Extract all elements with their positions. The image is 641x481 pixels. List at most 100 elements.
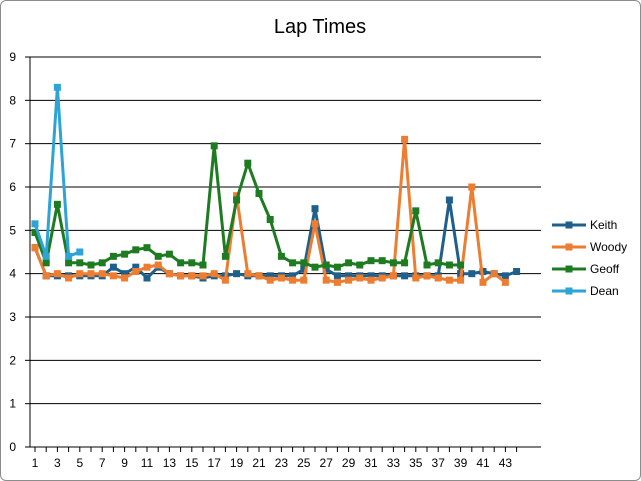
data-point-woody <box>221 276 229 284</box>
x-tick-label: 29 <box>342 456 356 470</box>
data-point-keith <box>300 265 308 273</box>
data-point-keith <box>322 265 330 273</box>
x-tick-label: 21 <box>252 456 266 470</box>
data-point-woody <box>389 272 397 280</box>
data-point-woody <box>199 272 207 280</box>
series-woody <box>31 135 509 286</box>
data-point-geoff <box>177 259 185 267</box>
legend-item-dean: Dean <box>552 284 619 298</box>
plot-series <box>31 83 521 286</box>
data-point-dean <box>53 83 61 91</box>
data-point-keith <box>513 268 521 275</box>
data-point-woody <box>53 270 61 278</box>
legend-item-keith: Keith <box>552 218 617 232</box>
data-point-keith <box>445 196 453 204</box>
data-point-dean <box>31 220 39 228</box>
legend-marker <box>565 265 573 273</box>
data-point-geoff <box>65 259 73 267</box>
data-point-dean <box>65 252 73 260</box>
data-point-geoff <box>289 259 297 267</box>
data-point-woody <box>356 274 364 282</box>
data-point-woody <box>311 220 319 228</box>
x-tick-label: 19 <box>230 456 244 470</box>
data-point-keith <box>333 272 341 280</box>
data-point-woody <box>423 272 431 280</box>
data-point-geoff <box>445 261 453 269</box>
series-geoff <box>31 142 465 271</box>
data-point-woody <box>266 276 274 284</box>
data-point-geoff <box>76 259 84 267</box>
data-point-geoff <box>457 261 465 269</box>
data-point-dean <box>42 252 50 260</box>
x-tick-label: 41 <box>476 456 490 470</box>
series-dean <box>31 83 84 260</box>
y-tick-label: 1 <box>9 397 16 411</box>
legend: Keith Woody Geoff Dean <box>552 218 627 298</box>
data-point-keith <box>311 205 319 213</box>
y-tick-label: 2 <box>9 353 16 367</box>
legend-label: Geoff <box>590 262 620 276</box>
data-point-keith <box>121 270 129 278</box>
data-point-keith <box>501 272 509 280</box>
data-point-geoff <box>367 257 375 265</box>
data-point-woody <box>457 276 465 284</box>
data-point-woody <box>501 278 509 286</box>
data-point-geoff <box>378 257 386 265</box>
data-point-geoff <box>87 261 95 269</box>
data-point-geoff <box>401 259 409 267</box>
y-tick-label: 7 <box>9 137 16 151</box>
x-tick-label: 9 <box>121 456 128 470</box>
data-point-geoff <box>42 259 50 267</box>
data-point-geoff <box>389 259 397 267</box>
data-point-geoff <box>109 252 117 260</box>
data-point-woody <box>468 183 476 191</box>
data-point-keith <box>401 272 409 280</box>
data-point-keith <box>468 270 476 278</box>
x-tick-label: 33 <box>387 456 401 470</box>
data-point-woody <box>154 261 162 269</box>
data-point-geoff <box>434 259 442 267</box>
y-tick-label: 3 <box>9 310 16 324</box>
data-point-keith <box>143 274 151 282</box>
data-point-woody <box>109 272 117 280</box>
data-point-woody <box>445 276 453 284</box>
x-tick-label: 11 <box>141 456 154 470</box>
y-tick-label: 6 <box>9 180 16 194</box>
data-point-woody <box>188 272 196 280</box>
data-point-woody <box>289 276 297 284</box>
data-point-geoff <box>322 261 330 269</box>
legend-label: Dean <box>590 284 619 298</box>
data-point-keith <box>266 272 274 280</box>
data-point-woody <box>87 270 95 278</box>
data-point-geoff <box>333 263 341 271</box>
data-point-geoff <box>98 259 106 267</box>
x-tick-label: 27 <box>320 456 334 470</box>
x-tick-label: 39 <box>454 456 468 470</box>
data-point-geoff <box>221 252 229 260</box>
data-point-woody <box>277 274 285 282</box>
data-point-woody <box>65 274 73 282</box>
data-point-woody <box>165 270 173 278</box>
x-tick-label: 43 <box>499 456 513 470</box>
data-point-keith <box>132 263 140 271</box>
data-point-woody <box>479 278 487 286</box>
data-point-keith <box>233 270 241 278</box>
data-point-woody <box>177 272 185 280</box>
x-tick-label: 25 <box>297 456 311 470</box>
data-point-geoff <box>154 252 162 260</box>
data-point-geoff <box>311 263 319 271</box>
data-point-woody <box>345 276 353 284</box>
data-point-woody <box>121 274 129 282</box>
x-tick-label: 31 <box>364 456 378 470</box>
x-tick-label: 7 <box>99 456 106 470</box>
data-point-woody <box>143 263 151 271</box>
data-point-woody <box>367 276 375 284</box>
data-point-keith <box>367 272 375 280</box>
data-point-geoff <box>255 190 263 197</box>
data-point-geoff <box>199 261 207 269</box>
data-point-geoff <box>277 252 285 260</box>
grid <box>30 56 541 448</box>
data-point-keith <box>345 272 353 280</box>
data-point-geoff <box>423 261 431 269</box>
